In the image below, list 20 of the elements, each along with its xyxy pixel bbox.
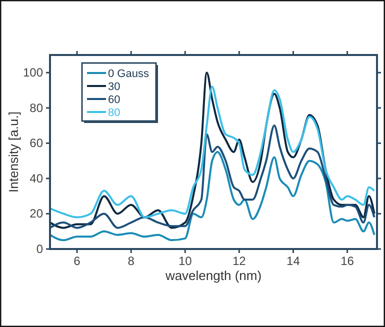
y-tick-label: 20	[30, 206, 44, 221]
y-tick-label: 60	[30, 136, 44, 150]
y-axis-title: Intensity [a.u.]	[6, 112, 21, 192]
legend-label: 80	[108, 107, 120, 119]
y-tick-label: 40	[30, 171, 44, 186]
legend-label: 30	[108, 81, 120, 93]
x-axis-title: wavelength (nm)	[164, 268, 262, 283]
x-tick-label: 16	[340, 254, 354, 268]
line-series	[50, 151, 376, 242]
y-tick-label: 80	[30, 100, 44, 115]
line-series	[50, 124, 376, 229]
x-tick-label: 6	[74, 254, 81, 268]
y-tick-label: 0	[36, 242, 44, 256]
x-tick-label: 14	[286, 254, 300, 268]
x-tick-label: 8	[128, 254, 135, 268]
x-tick-label: 12	[232, 254, 246, 268]
legend-label: 60	[108, 94, 120, 106]
legend-label: 0 Gauss	[108, 68, 150, 80]
y-tick-label: 100	[22, 66, 44, 80]
x-tick-label: 10	[178, 254, 192, 268]
